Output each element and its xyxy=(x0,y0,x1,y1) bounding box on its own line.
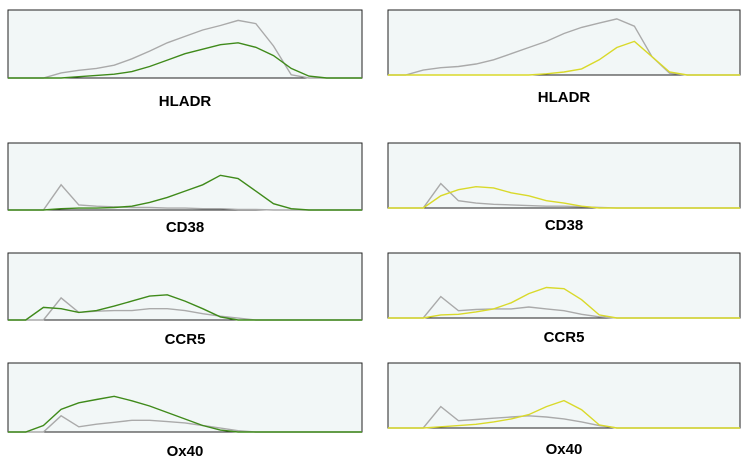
histogram-line xyxy=(388,286,740,319)
histogram-line xyxy=(8,294,362,321)
histogram-line xyxy=(8,42,362,79)
panel-label: Ox40 xyxy=(546,441,583,458)
panel-label: Ox40 xyxy=(167,443,204,460)
panel-label: HLADR xyxy=(538,89,591,106)
histogram-line xyxy=(388,399,740,429)
panel xyxy=(387,252,741,319)
histogram-line xyxy=(8,19,362,79)
histogram-line xyxy=(8,174,362,211)
panel-label: CD38 xyxy=(166,219,204,236)
panel-label: CCR5 xyxy=(165,331,206,348)
panel xyxy=(7,362,363,433)
panel xyxy=(7,142,363,211)
panel xyxy=(7,9,363,79)
panel xyxy=(387,9,741,76)
histogram-line xyxy=(388,185,740,209)
histogram-line xyxy=(388,40,740,76)
histogram-line xyxy=(8,395,362,433)
panel xyxy=(7,252,363,321)
panel xyxy=(387,142,741,209)
panel-label: CCR5 xyxy=(544,329,585,346)
panel xyxy=(387,362,741,429)
panel-label: HLADR xyxy=(159,93,212,110)
panel-label: CD38 xyxy=(545,217,583,234)
